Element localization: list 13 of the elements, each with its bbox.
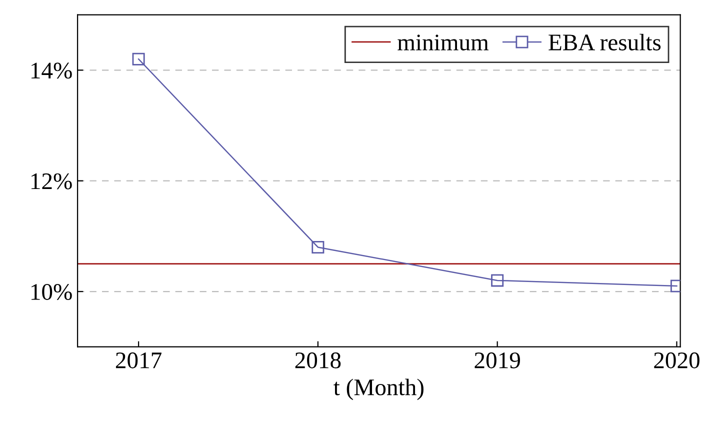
x-tick-label: 2019 (474, 352, 520, 368)
x-axis-title: t (Month) (334, 378, 424, 400)
x-tick-label: 2017 (116, 352, 162, 368)
x-tick-label: 2018 (295, 352, 341, 368)
y-tick-label: 10% (31, 284, 72, 300)
legend-label: EBA results (548, 34, 661, 50)
point (312, 240, 324, 254)
x-tick-label: 2020 (654, 352, 700, 368)
point (132, 52, 145, 66)
y-tick-label: 12% (31, 173, 72, 190)
legend-label: minimum (398, 34, 489, 50)
point (491, 274, 504, 287)
y-tick-label: 14% (31, 62, 72, 79)
